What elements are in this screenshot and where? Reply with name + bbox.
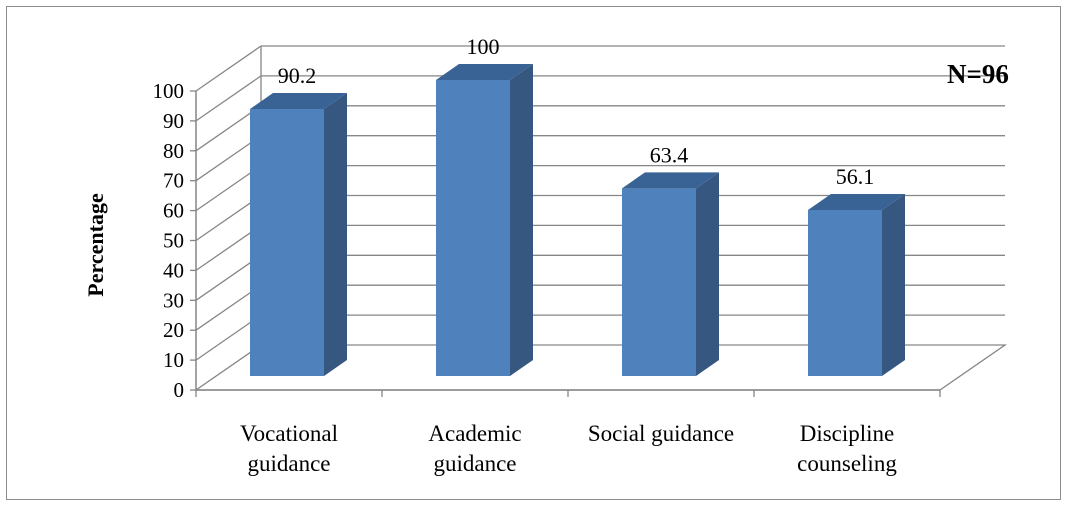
data-label: 63.4 (650, 142, 689, 167)
data-label: 90.2 (278, 63, 317, 88)
x-category-label: Social guidance (588, 421, 734, 446)
bar (808, 209, 882, 376)
bars (250, 64, 905, 377)
bar-top (622, 172, 719, 189)
data-label: 56.1 (836, 164, 875, 189)
y-tick-label: 30 (163, 288, 184, 312)
y-tick-label: 100 (153, 79, 185, 103)
y-axis-label: Percentage (83, 193, 108, 297)
y-tick-label: 50 (163, 229, 184, 253)
y-tick-label: 40 (163, 258, 184, 282)
data-label: 100 (467, 34, 500, 59)
x-category-label: guidance (247, 451, 330, 476)
sample-size-annotation: N=96 (947, 59, 1009, 89)
labels: 0 10 20 30 40 50 60 70 80 90 100 90.2 Vocational guid… (153, 34, 898, 476)
gridline-wall (195, 45, 262, 92)
y-tick-label: 10 (163, 348, 184, 372)
bar (622, 188, 696, 376)
x-category-label: counseling (797, 451, 897, 476)
gridline-wall (195, 75, 262, 122)
bar (436, 80, 510, 376)
y-tick-label: 20 (163, 318, 184, 342)
bar (250, 109, 324, 377)
y-tick-label: 70 (163, 169, 184, 193)
bar-top (436, 64, 533, 80)
bar-side (696, 172, 719, 376)
x-category-label: Academic (428, 421, 521, 446)
x-category-label: Vocational (240, 421, 338, 446)
y-tick-label: 60 (163, 199, 184, 223)
bar-side (324, 93, 347, 377)
bar-top (808, 193, 905, 210)
axes (190, 90, 941, 397)
bar-side (510, 64, 533, 376)
x-category-label: Discipline (800, 421, 895, 446)
bar-top (250, 93, 347, 110)
bar-side (882, 193, 905, 376)
x-category-label: guidance (433, 451, 516, 476)
y-tick-label: 80 (163, 139, 184, 163)
y-tick-label: 90 (163, 109, 184, 133)
y-tick-label: 0 (174, 378, 185, 402)
